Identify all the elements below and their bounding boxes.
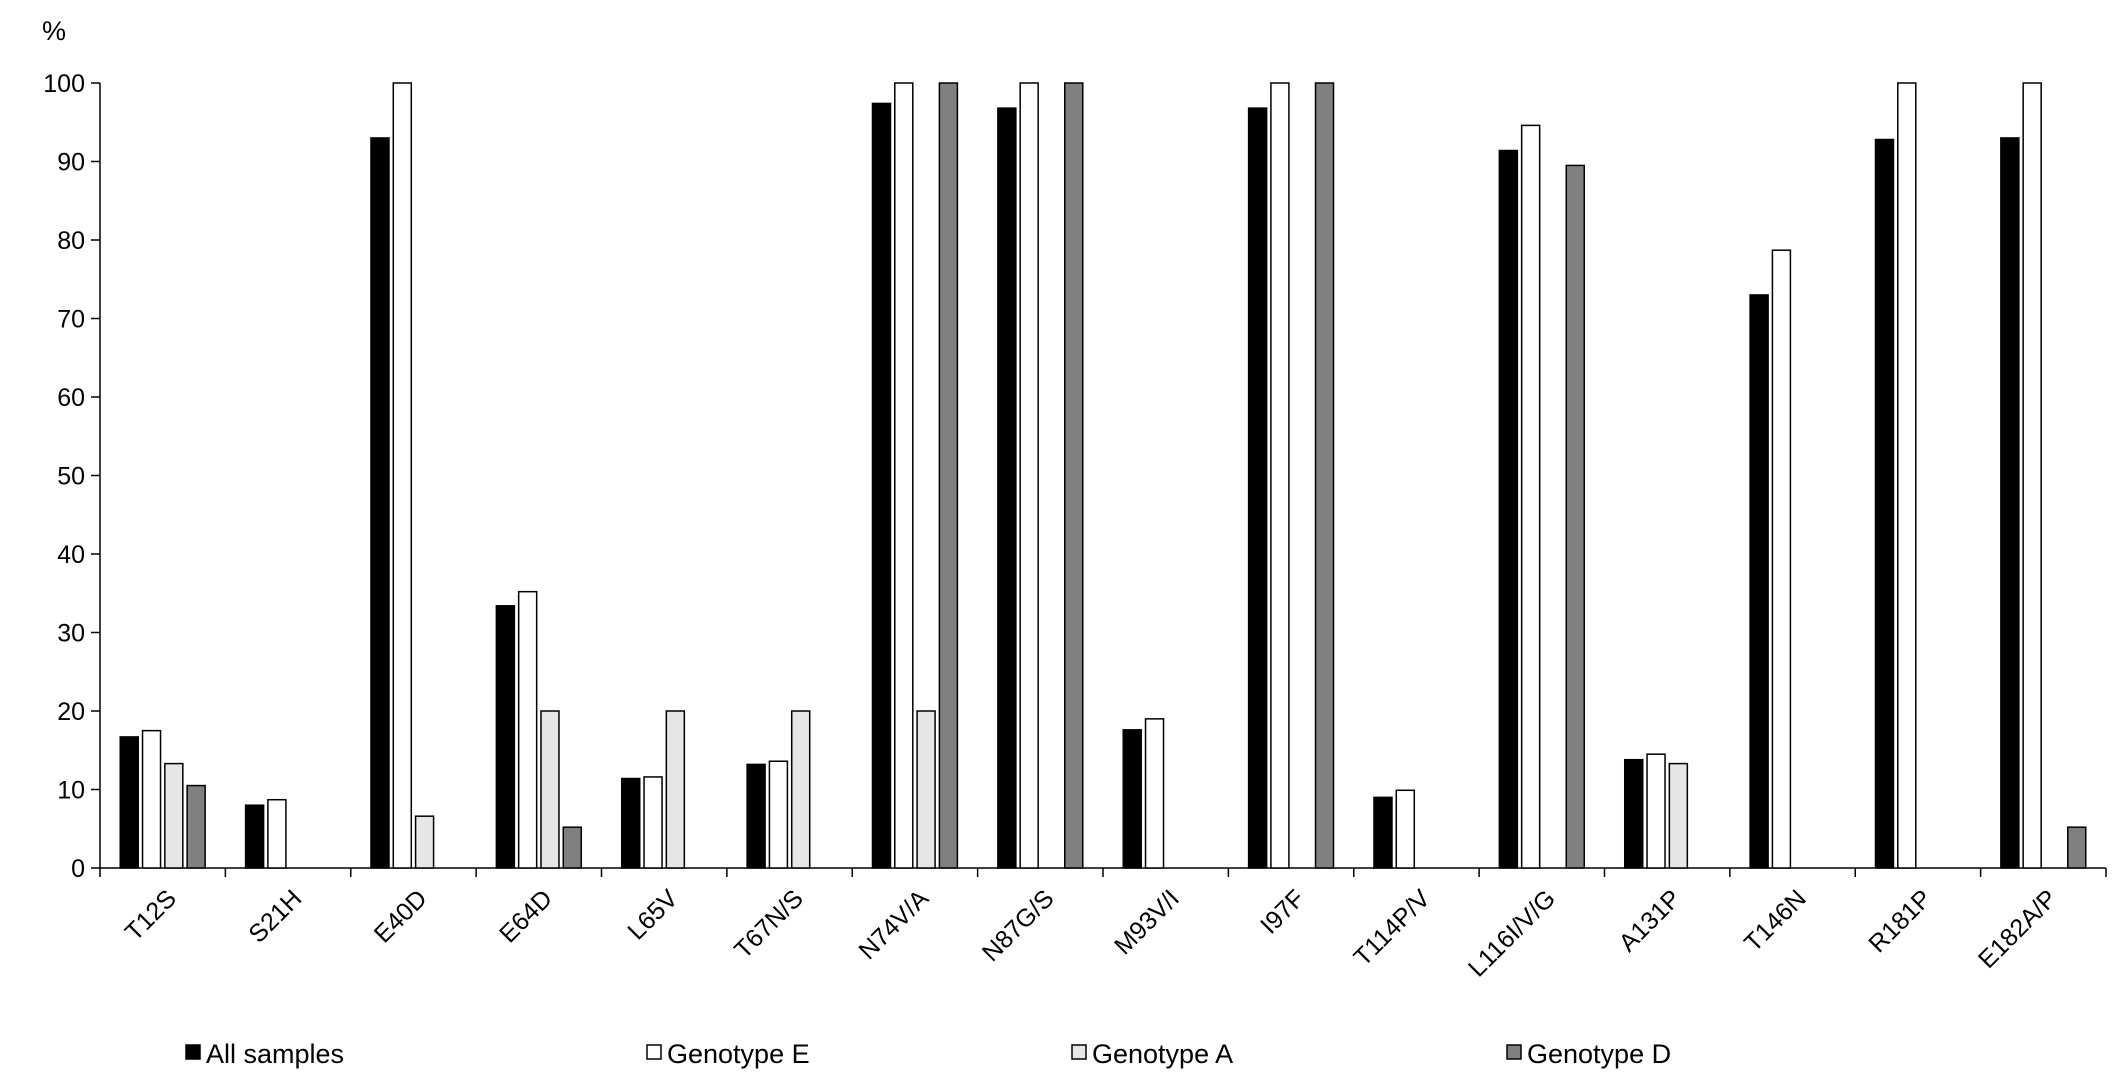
bar-genotype-e — [141, 729, 162, 869]
y-tick-label: 90 — [57, 149, 85, 177]
y-tick-label: 10 — [57, 777, 85, 805]
bar-all-samples — [1122, 729, 1142, 869]
bar-genotype-d — [1565, 164, 1586, 869]
bar-genotype-e — [1019, 82, 1039, 869]
y-tick-label: 30 — [57, 620, 85, 648]
bar-genotype-e — [2022, 82, 2042, 869]
legend: All samples Genotype E Genotype A Genotype … — [185, 1039, 1671, 1069]
y-tick-label: 80 — [57, 227, 85, 255]
bar-all-samples — [495, 605, 516, 869]
bar-all-samples — [620, 777, 641, 869]
bar-all-samples — [1623, 758, 1644, 869]
bar-genotype-a — [540, 710, 560, 869]
bar-all-samples — [370, 137, 390, 869]
x-axis: T12S S21H E40D E64D L65V T67N/S N74V/A N87G/S M9… — [99, 867, 2107, 983]
category-label: R181P — [1863, 884, 1937, 958]
bar-genotype-a — [414, 815, 435, 869]
bar-genotype-e — [267, 798, 287, 869]
category-label: E40D — [369, 884, 433, 948]
y-tick-label: 70 — [57, 306, 85, 334]
bar-genotype-d — [1064, 82, 1084, 869]
bar-genotype-a — [1668, 762, 1689, 869]
bar-genotype-e — [1897, 82, 1917, 869]
bar-genotype-a — [665, 710, 686, 869]
category-label: N74V/A — [853, 884, 934, 965]
category-label: E64D — [494, 884, 558, 948]
y-axis-unit-label: % — [42, 16, 66, 46]
bar-genotype-d — [1314, 82, 1335, 869]
legend-label: All samples — [206, 1039, 344, 1069]
bar-genotype-d — [562, 826, 583, 869]
category-label: T67N/S — [729, 884, 809, 964]
bar-genotype-e — [643, 776, 663, 869]
legend-label: Genotype E — [667, 1039, 810, 1069]
y-tick-label: 40 — [57, 541, 85, 569]
category-label: L116I/V/G — [1463, 884, 1561, 982]
category-label: T12S — [120, 884, 182, 946]
bar-genotype-a — [916, 710, 936, 869]
legend-label: Genotype A — [1092, 1039, 1233, 1069]
y-tick-label: 50 — [57, 463, 85, 491]
bar-genotype-a — [164, 762, 184, 869]
bar-all-samples — [1498, 149, 1519, 869]
bar-all-samples — [1373, 796, 1393, 869]
legend-swatch — [1071, 1044, 1087, 1060]
bar-genotype-e — [1771, 249, 1792, 869]
bar-genotype-d — [938, 82, 959, 869]
bars-group — [119, 82, 2087, 869]
bar-all-samples — [997, 107, 1017, 869]
bar-all-samples — [119, 736, 139, 869]
bar-genotype-d — [186, 784, 206, 869]
category-label: N87G/S — [977, 884, 1060, 967]
bar-genotype-e — [517, 590, 538, 869]
y-axis: 0 10 20 30 40 50 60 70 80 90 100 — [43, 70, 101, 883]
y-tick-label: 20 — [57, 698, 85, 726]
legend-swatch — [1506, 1044, 1522, 1060]
bar-genotype-e — [1520, 124, 1541, 869]
category-label: E182A/P — [1973, 884, 2063, 974]
legend-label: Genotype D — [1527, 1039, 1671, 1069]
y-tick-label: 0 — [71, 855, 85, 883]
legend-swatch — [185, 1044, 201, 1060]
bar-genotype-a — [790, 710, 811, 869]
bar-genotype-e — [1646, 753, 1666, 869]
bar-genotype-e — [768, 760, 789, 869]
category-label: I97F — [1255, 884, 1310, 939]
category-label: L65V — [622, 884, 683, 945]
y-tick-label: 100 — [43, 70, 85, 98]
bar-genotype-e — [392, 82, 413, 869]
bar-all-samples — [746, 763, 766, 869]
bar-all-samples — [1874, 138, 1895, 869]
bar-all-samples — [871, 102, 892, 869]
bar-genotype-e — [894, 82, 914, 869]
bar-genotype-d — [2067, 826, 2087, 869]
category-label: A131P — [1614, 884, 1687, 957]
bar-all-samples — [244, 804, 265, 869]
category-label: T146N — [1739, 884, 1812, 957]
bar-all-samples — [2000, 137, 2020, 869]
legend-swatch — [646, 1044, 662, 1060]
category-label: M93V/I — [1109, 884, 1185, 960]
bar-genotype-e — [1144, 718, 1165, 869]
bar-genotype-e — [1270, 82, 1290, 869]
y-tick-label: 60 — [57, 384, 85, 412]
category-label: S21H — [243, 884, 307, 948]
category-label: T114P/V — [1348, 884, 1436, 972]
bar-all-samples — [1749, 294, 1769, 869]
bar-genotype-e — [1395, 789, 1416, 869]
bar-all-samples — [1247, 107, 1268, 869]
